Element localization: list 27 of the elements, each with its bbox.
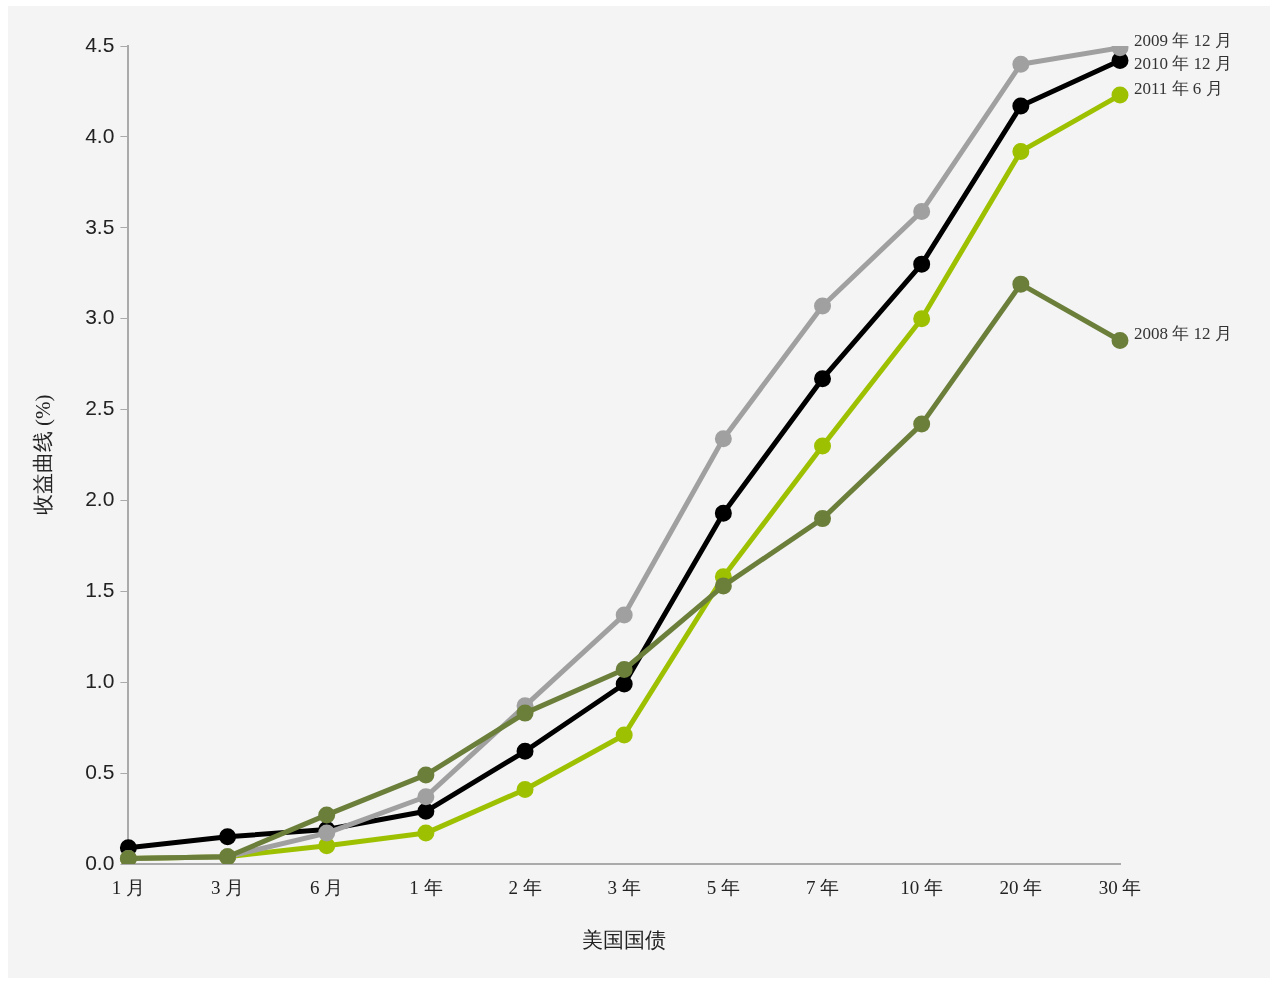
x-tick-label: 10 年 (900, 877, 944, 899)
y-tick-label: 2.5 (85, 396, 115, 420)
series-label: 2010 年 12 月 (1134, 54, 1232, 74)
y-tick-label: 4.5 (85, 32, 115, 56)
x-tick-label: 2 年 (508, 877, 542, 899)
x-tick-label: 6 月 (310, 877, 344, 899)
series-label: 2008 年 12 月 (1134, 323, 1232, 343)
x-tick-label: 30 年 (1098, 877, 1142, 899)
y-tick-label: 4.0 (85, 123, 115, 147)
x-tick-label: 1 月 (111, 877, 146, 899)
y-tick-label: 1.5 (85, 578, 115, 602)
y-tick-label: 0.0 (85, 850, 115, 874)
y-tick-label: 3.5 (85, 214, 115, 238)
x-tick-label: 5 年 (706, 877, 740, 899)
x-tick-label: 1 年 (409, 877, 443, 899)
x-tick-label: 7 年 (805, 877, 840, 899)
series-label: 2009 年 12 月 (1134, 31, 1232, 51)
y-tick-label: 3.0 (85, 305, 115, 329)
y-axis-title: 收益曲线 (%) (31, 394, 56, 516)
y-tick-label: 2.0 (85, 487, 115, 511)
x-tick-label: 20 年 (999, 877, 1043, 899)
series-label: 2011 年 6 月 (1134, 78, 1223, 98)
x-tick-label: 3 月 (210, 877, 245, 899)
y-tick-label: 0.5 (85, 759, 115, 783)
y-tick-label: 1.0 (85, 669, 115, 693)
x-tick-label: 3 年 (607, 877, 641, 899)
x-axis-title: 美国国债 (582, 927, 667, 952)
